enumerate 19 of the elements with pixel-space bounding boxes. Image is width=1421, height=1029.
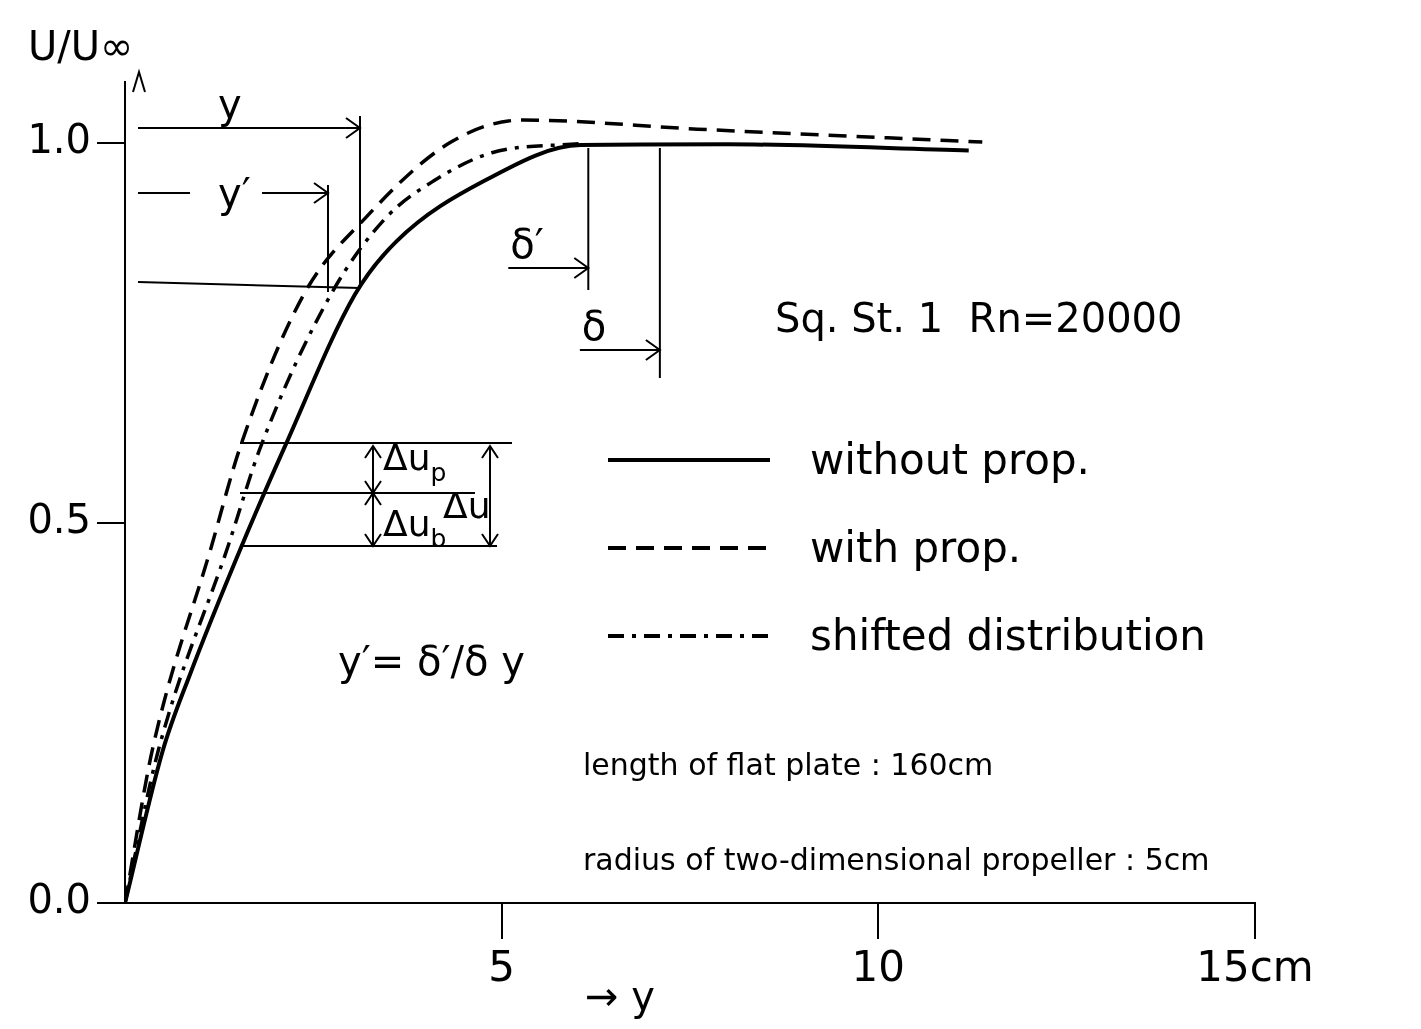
annotation: length of flat plate : 160cm [583, 747, 994, 782]
annotation: y′= δ′/δ y [338, 638, 525, 684]
legend-label: shifted distribution [810, 611, 1206, 660]
annotation: y [218, 81, 242, 127]
y-tick-label: 0.0 [27, 876, 91, 923]
legend-label: with prop. [810, 523, 1022, 572]
ref-line-label: δ′ [510, 221, 544, 267]
y-axis-title: U/U∞ [28, 23, 134, 69]
ref-line-label: δ [581, 303, 607, 349]
x-tick-label: 5 [488, 942, 516, 992]
y-tick-label: 1.0 [27, 116, 91, 163]
x-axis-title: → y [585, 973, 655, 1019]
annotation: radius of two-dimensional propeller : 5cm [583, 842, 1210, 877]
x-tick-label: 15cm [1196, 942, 1314, 992]
annotation: Sq. St. 1 Rn=20000 [775, 295, 1183, 341]
legend-label: without prop. [810, 435, 1090, 484]
y-tick-label: 0.5 [27, 496, 91, 543]
x-tick-label: 10 [851, 942, 906, 992]
annotation: y′ [218, 170, 251, 216]
